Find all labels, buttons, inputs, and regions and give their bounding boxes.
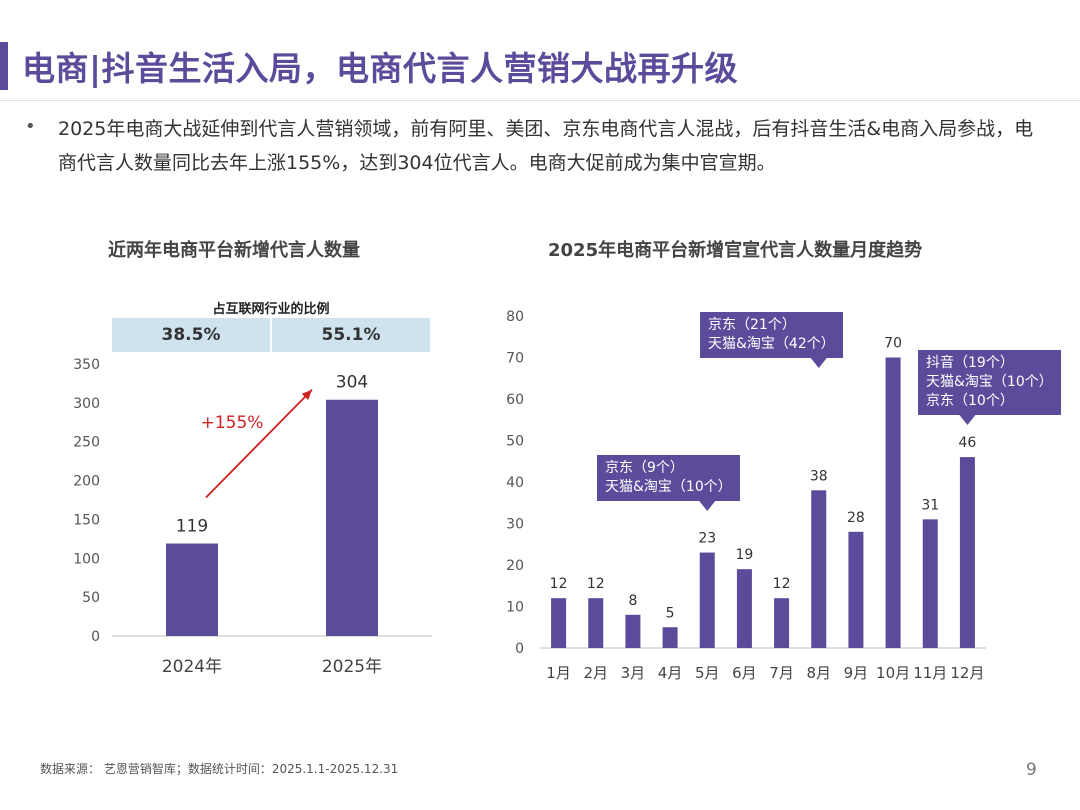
right-x-tick-7: 8月 bbox=[806, 664, 831, 682]
callout-pointer-0 bbox=[699, 501, 716, 511]
ratio-table-label: 占互联网行业的比例 bbox=[212, 302, 330, 317]
growth-arrow-head bbox=[301, 389, 312, 401]
callout-dec-line-1: 抖音（19个） bbox=[926, 355, 1014, 371]
right-x-tick-6: 7月 bbox=[769, 664, 794, 682]
left-y-tick-5: 250 bbox=[73, 435, 100, 451]
right-y-tick-4: 40 bbox=[506, 475, 524, 491]
callout-dec-line-2: 天猫&淘宝（10个） bbox=[926, 374, 1053, 390]
right-bar-value-7: 38 bbox=[810, 468, 828, 484]
left-y-tick-0: 0 bbox=[91, 629, 100, 645]
right-bar-9月 bbox=[848, 531, 864, 648]
right-bar-12月 bbox=[959, 457, 975, 648]
right-bar-value-9: 70 bbox=[884, 336, 902, 352]
right-bar-3月 bbox=[625, 614, 641, 648]
callout-aug-line-1: 京东（21个） bbox=[708, 317, 796, 333]
right-x-tick-4: 5月 bbox=[695, 664, 720, 682]
right-x-tick-8: 9月 bbox=[844, 664, 869, 682]
page-number: 9 bbox=[1026, 760, 1037, 780]
right-bar-6月 bbox=[736, 569, 752, 648]
right-x-tick-3: 4月 bbox=[658, 664, 683, 682]
left-y-tick-4: 200 bbox=[73, 474, 100, 490]
right-chart-title: 2025年电商平台新增官宣代言人数量月度趋势 bbox=[548, 240, 923, 261]
right-bar-7月 bbox=[774, 598, 790, 648]
right-bar-value-4: 23 bbox=[698, 531, 716, 547]
left-bar-2024年 bbox=[166, 543, 218, 636]
data-source-note: 数据来源： 艺恩营销智库；数据统计时间：2025.1.1-2025.12.31 bbox=[40, 762, 399, 776]
growth-label: +155% bbox=[201, 413, 264, 433]
bullet-marker: • bbox=[25, 116, 36, 137]
right-x-tick-0: 1月 bbox=[546, 664, 571, 682]
growth-arrow-line bbox=[205, 389, 313, 499]
right-bar-value-3: 5 bbox=[666, 605, 675, 621]
left-y-tick-1: 50 bbox=[82, 590, 100, 606]
right-bar-value-5: 19 bbox=[736, 547, 754, 563]
right-y-tick-8: 80 bbox=[506, 309, 524, 325]
right-y-tick-6: 60 bbox=[506, 392, 524, 408]
right-y-tick-2: 20 bbox=[506, 558, 524, 574]
left-bar-value-0: 119 bbox=[176, 517, 208, 537]
callout-aug: 京东（21个） 天猫&淘宝（42个） bbox=[700, 312, 843, 358]
callout-may: 京东（9个） 天猫&淘宝（10个） bbox=[597, 455, 740, 501]
right-bar-5月 bbox=[699, 552, 715, 648]
right-x-tick-1: 2月 bbox=[583, 664, 608, 682]
right-bar-10月 bbox=[885, 357, 901, 648]
right-bar-11月 bbox=[922, 519, 938, 648]
left-y-tick-2: 100 bbox=[73, 551, 100, 567]
right-x-tick-5: 6月 bbox=[732, 664, 757, 682]
page-title: 电商|抖音生活入局，电商代言人营销大战再升级 bbox=[22, 49, 739, 88]
ratio-2025: 55.1% bbox=[272, 318, 430, 352]
right-bar-value-6: 12 bbox=[773, 576, 791, 592]
right-bar-8月 bbox=[811, 490, 827, 648]
right-bar-value-2: 8 bbox=[628, 593, 637, 609]
callout-may-line-1: 京东（9个） bbox=[605, 460, 684, 476]
left-x-tick-1: 2025年 bbox=[322, 657, 382, 677]
left-y-tick-7: 350 bbox=[73, 357, 100, 373]
right-y-tick-7: 70 bbox=[506, 351, 524, 367]
left-x-tick-0: 2024年 bbox=[162, 657, 222, 677]
left-bar-value-1: 304 bbox=[336, 373, 368, 393]
callout-may-line-2: 天猫&淘宝（10个） bbox=[605, 479, 732, 495]
right-x-tick-9: 10月 bbox=[876, 664, 910, 682]
title-accent-bar bbox=[0, 42, 8, 90]
right-x-tick-11: 12月 bbox=[950, 664, 984, 682]
right-x-tick-10: 11月 bbox=[913, 664, 947, 682]
left-bar-2025年 bbox=[326, 399, 378, 636]
callout-pointer-2 bbox=[959, 415, 976, 425]
callout-pointer-1 bbox=[810, 358, 827, 368]
right-y-tick-0: 0 bbox=[515, 641, 524, 657]
right-y-tick-3: 30 bbox=[506, 517, 524, 533]
right-bar-value-11: 46 bbox=[959, 435, 977, 451]
right-bar-2月 bbox=[588, 598, 604, 648]
right-bar-value-8: 28 bbox=[847, 510, 865, 526]
callout-aug-line-2: 天猫&淘宝（42个） bbox=[708, 336, 835, 352]
right-x-tick-2: 3月 bbox=[621, 664, 646, 682]
summary-text: 2025年电商大战延伸到代言人营销领域，前有阿里、美团、京东电商代言人混战，后有… bbox=[58, 118, 1034, 174]
right-bar-4月 bbox=[662, 627, 678, 648]
right-bar-value-1: 12 bbox=[587, 576, 605, 592]
left-y-tick-3: 150 bbox=[73, 512, 100, 528]
ratio-2024: 38.5% bbox=[112, 318, 270, 352]
left-y-tick-6: 300 bbox=[73, 396, 100, 412]
right-bar-value-10: 31 bbox=[921, 497, 939, 513]
callout-dec-line-3: 京东（10个） bbox=[926, 393, 1014, 409]
title-divider bbox=[0, 100, 1080, 101]
left-chart-title: 近两年电商平台新增代言人数量 bbox=[108, 240, 360, 261]
right-bar-value-0: 12 bbox=[550, 576, 568, 592]
callout-dec: 抖音（19个） 天猫&淘宝（10个） 京东（10个） bbox=[918, 350, 1061, 415]
right-y-tick-1: 10 bbox=[506, 600, 524, 616]
right-bar-1月 bbox=[551, 598, 567, 648]
right-y-tick-5: 50 bbox=[506, 434, 524, 450]
